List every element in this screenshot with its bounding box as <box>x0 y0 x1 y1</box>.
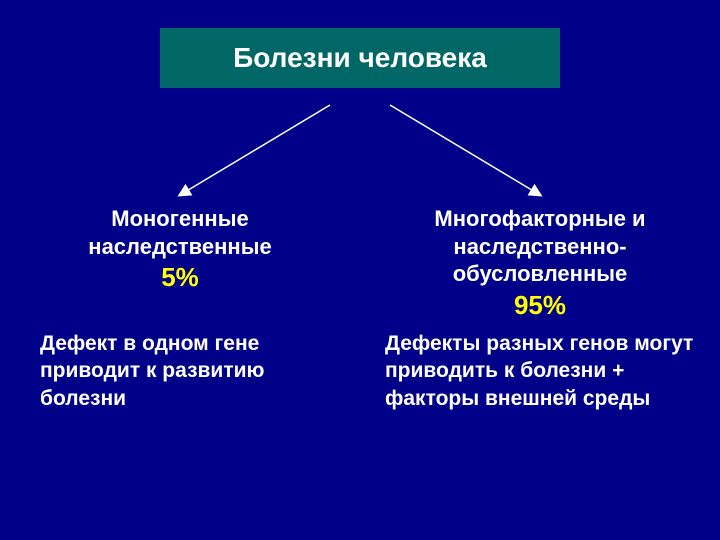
right-desc: Дефекты разных генов могут приводить к б… <box>385 330 705 412</box>
left-heading-line1: Моногенные <box>40 205 320 233</box>
arrow-right <box>390 105 540 195</box>
right-percent: 95% <box>385 290 695 321</box>
right-desc-box: Дефекты разных генов могут приводить к б… <box>385 330 705 412</box>
left-branch: Моногенные наследственные 5% <box>40 205 320 293</box>
right-heading-line1: Многофакторные и <box>385 205 695 233</box>
left-percent: 5% <box>40 262 320 293</box>
arrow-left <box>180 105 330 195</box>
left-desc: Дефект в одном гене приводит к развитию … <box>40 330 320 412</box>
title-box: Болезни человека <box>160 28 560 88</box>
right-heading-line3: обусловленные <box>385 260 695 288</box>
right-branch: Многофакторные и наследственно- обусловл… <box>385 205 695 321</box>
title-text: Болезни человека <box>233 42 487 74</box>
left-desc-box: Дефект в одном гене приводит к развитию … <box>40 330 320 412</box>
left-heading-line2: наследственные <box>40 233 320 261</box>
right-heading-line2: наследственно- <box>385 233 695 261</box>
